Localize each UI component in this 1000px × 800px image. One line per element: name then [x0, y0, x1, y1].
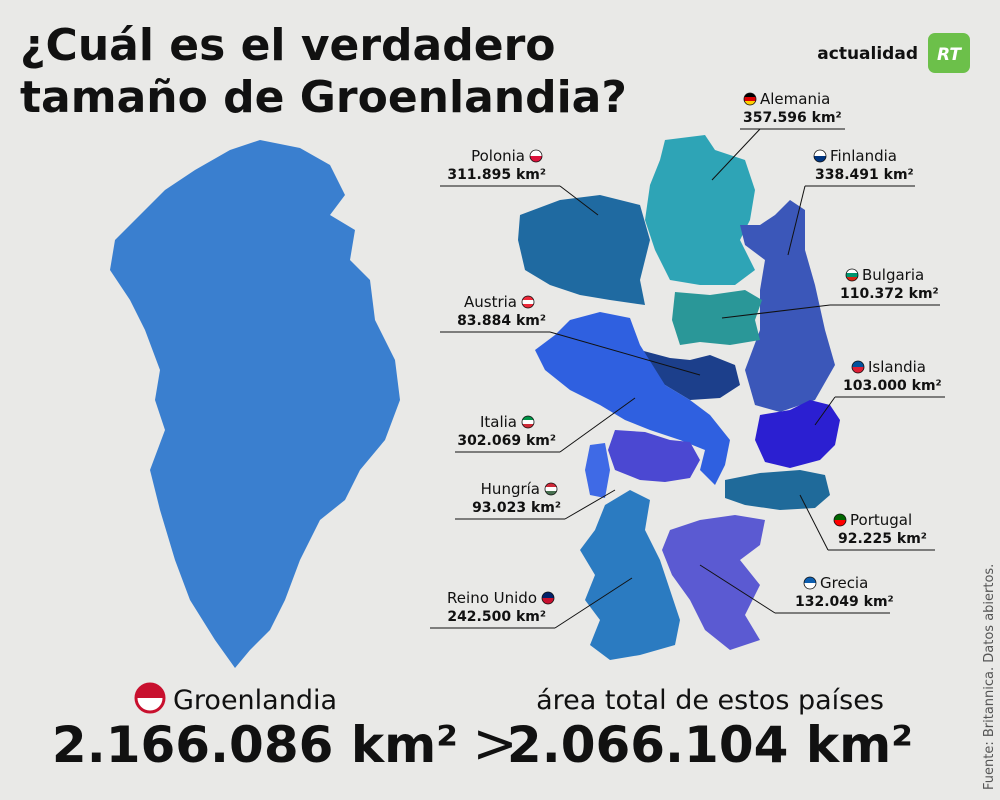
flag-ring [541, 591, 555, 605]
leader-line [814, 396, 836, 426]
leader-line [721, 304, 831, 319]
flag-stripe [545, 483, 557, 487]
country-area: 83.884 km² [457, 313, 546, 329]
flag-ring [544, 482, 558, 496]
country-area: 110.372 km² [840, 286, 939, 302]
greenland-shape [110, 140, 400, 668]
greece-shape [662, 515, 765, 650]
total-area: 2.066.104 km² [507, 716, 913, 774]
country-area: 357.596 km² [743, 110, 842, 126]
flag-ring [833, 513, 847, 527]
flag-stripe [846, 269, 858, 273]
flag-ring [529, 149, 543, 163]
bulgaria-shape [672, 290, 762, 345]
country-area: 93.023 km² [472, 500, 561, 516]
flag-stripe [542, 592, 554, 598]
country-name: Austria [464, 293, 517, 311]
leader-line [564, 489, 616, 520]
flag-stripe [852, 367, 864, 373]
country-area: 338.491 km² [815, 167, 914, 183]
flag-stripe [846, 277, 858, 281]
country-area: 311.895 km² [447, 167, 546, 183]
flag-stripe [545, 491, 557, 495]
flag-stripe [744, 97, 756, 101]
country-area: 103.000 km² [843, 378, 942, 394]
portugal-shape [725, 470, 830, 510]
country-name: Italia [480, 413, 517, 431]
flag-stripe [522, 296, 534, 300]
leader-line [699, 564, 776, 614]
flag-stripe [522, 416, 534, 420]
flag-ring [521, 295, 535, 309]
country-name: Bulgaria [862, 266, 924, 284]
flag-stripe [522, 420, 534, 424]
logo-box [928, 33, 970, 73]
flag-stripe [522, 304, 534, 308]
country-name: Alemania [760, 90, 830, 108]
country-name: Islandia [868, 358, 926, 376]
leader-line [787, 185, 806, 256]
flag-stripe [522, 300, 534, 304]
title-line-2: tamaño de Groenlandia? [20, 72, 627, 123]
flag-stripe [530, 150, 542, 156]
country-area: 242.500 km² [447, 609, 546, 625]
flag-stripe [744, 101, 756, 105]
sardinia-shape [585, 443, 610, 498]
flag-ring [803, 576, 817, 590]
leader-line [549, 331, 701, 376]
austria-shape [640, 350, 740, 400]
country-name: Reino Unido [447, 589, 537, 607]
country-name: Hungría [481, 480, 540, 498]
flag-stripe [834, 514, 846, 520]
flag-ring [845, 268, 859, 282]
flag-stripe [804, 577, 816, 583]
greenland-area: 2.166.086 km² [52, 716, 458, 774]
germany-shape [645, 135, 755, 285]
flag-ring [851, 360, 865, 374]
logo: RT [937, 45, 962, 65]
brand: actualidad [817, 44, 918, 64]
leader-line [711, 128, 761, 181]
greenland-label: Groenlandia [173, 685, 337, 716]
hungary-shape [608, 430, 700, 482]
poland-shape [518, 195, 650, 305]
flag-stripe [834, 520, 846, 526]
country-name: Portugal [850, 511, 912, 529]
italy-shape [535, 312, 730, 485]
flag-ring [521, 415, 535, 429]
country-area: 302.069 km² [457, 433, 556, 449]
flag-ring [813, 149, 827, 163]
flag-stripe [530, 156, 542, 162]
flag-stripe [852, 361, 864, 367]
comparison-operator: > [472, 712, 517, 775]
leader-line [799, 494, 829, 551]
iceland-shape [755, 400, 840, 468]
flag-stripe [744, 93, 756, 97]
finland-shape [740, 200, 835, 412]
leader-line [559, 185, 599, 216]
uk-shape [580, 490, 680, 660]
total-label: área total de estos países [536, 685, 884, 716]
leader-line [554, 577, 633, 629]
flag-stripe [522, 424, 534, 428]
country-name: Finlandia [830, 147, 897, 165]
country-name: Polonia [471, 147, 525, 165]
flag-stripe [542, 598, 554, 604]
leader-line [559, 397, 636, 453]
title-line-1: ¿Cuál es el verdadero [20, 20, 556, 71]
country-area: 132.049 km² [795, 594, 894, 610]
greenland-flag-half [136, 684, 164, 698]
source: Fuente: Britannica. Datos abiertos. [982, 564, 997, 790]
country-area: 92.225 km² [838, 531, 927, 547]
flag-stripe [545, 487, 557, 491]
flag-stripe [804, 583, 816, 589]
flag-stripe [814, 150, 826, 156]
country-name: Grecia [820, 574, 868, 592]
flag-stripe [846, 273, 858, 277]
flag-stripe [814, 156, 826, 162]
flag-ring [743, 92, 757, 106]
